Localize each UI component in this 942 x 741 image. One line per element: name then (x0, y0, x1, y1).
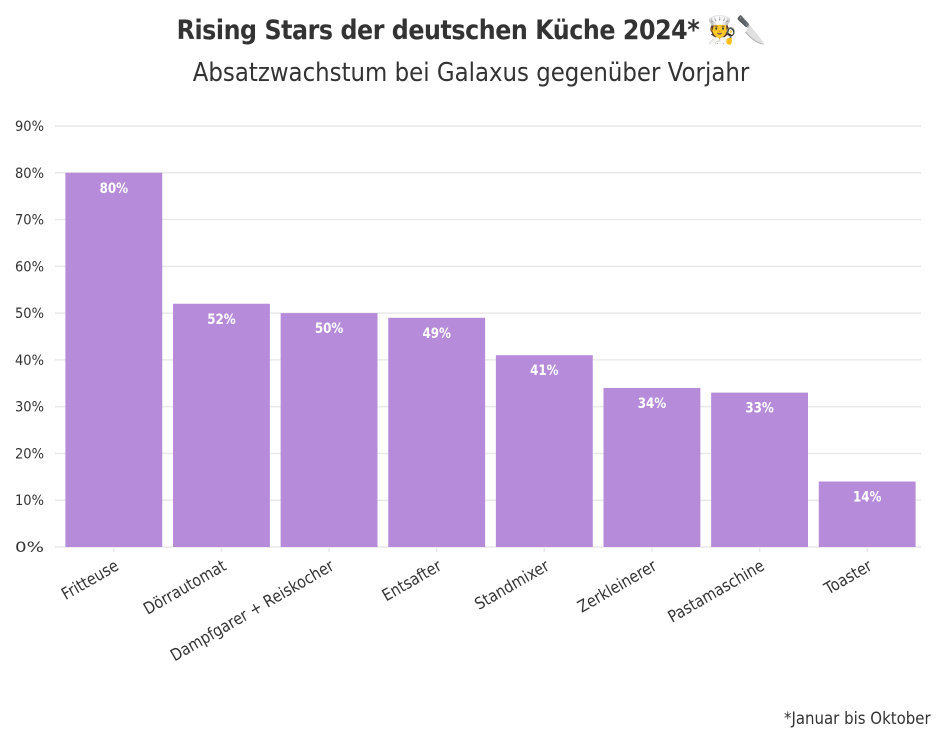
x-tick-label: Fritteuse (58, 556, 122, 604)
y-tick-label: 0% (15, 540, 44, 556)
x-tick-label: Toaster (820, 556, 875, 599)
y-tick-label: 70% (15, 213, 44, 229)
bar (280, 313, 378, 547)
x-tick-label: Zerkleinerer (574, 556, 660, 617)
chef-knife-emoji-icon: 🧑‍🍳🔪 (707, 15, 766, 46)
bar-value-label: 34% (638, 396, 667, 412)
bar (818, 481, 916, 547)
bar-value-label: 50% (315, 321, 344, 337)
bar (711, 392, 808, 547)
bars (65, 172, 916, 547)
bar (495, 355, 593, 547)
bar (603, 387, 701, 547)
x-tick-label: Entsafter (379, 556, 445, 605)
y-axis-tick-labels: 0% 10% 20% 30% 40% 50% 60% 70% 80% 90% (15, 119, 44, 556)
bar-value-label: 80% (100, 181, 129, 197)
y-tick-label: 90% (15, 119, 44, 135)
x-tick-label: Dörrautomat (140, 556, 230, 619)
chart-subtitle: Absatzwachstum bei Galaxus gegenüber Vor… (192, 58, 750, 88)
y-tick-label: 80% (15, 166, 44, 182)
bar (173, 303, 270, 547)
bar-value-label: 33% (745, 401, 774, 417)
y-tick-label: 10% (15, 493, 44, 509)
y-tick-label: 20% (15, 446, 44, 462)
bar-value-label: 52% (207, 312, 236, 328)
y-tick-label: 30% (15, 400, 44, 416)
chart-title: Rising Stars der deutschen Küche 2024* 🧑… (57, 14, 886, 46)
x-tick-label: Pastamaschine (665, 556, 768, 626)
y-tick-label: 50% (15, 306, 44, 322)
footnote: *Januar bis Oktober (784, 709, 931, 729)
bar-value-label: 49% (422, 326, 451, 342)
bar (388, 317, 486, 547)
bar-value-label: 41% (530, 363, 559, 379)
y-tick-label: 60% (15, 259, 44, 275)
bar-value-labels: 80% 52% 50% 49% 41% 34% 33% 14% (100, 181, 882, 506)
bar-value-label: 14% (853, 490, 882, 506)
x-tick-label: Standmixer (471, 556, 552, 614)
chart-title-text: Rising Stars der deutschen Küche 2024* (176, 15, 700, 46)
y-tick-label: 40% (15, 353, 44, 369)
bar (65, 172, 163, 547)
bar-chart: 0% 10% 20% 30% 40% 50% 60% 70% 80% 90% 80% 52% 50% 4… (15, 119, 921, 665)
